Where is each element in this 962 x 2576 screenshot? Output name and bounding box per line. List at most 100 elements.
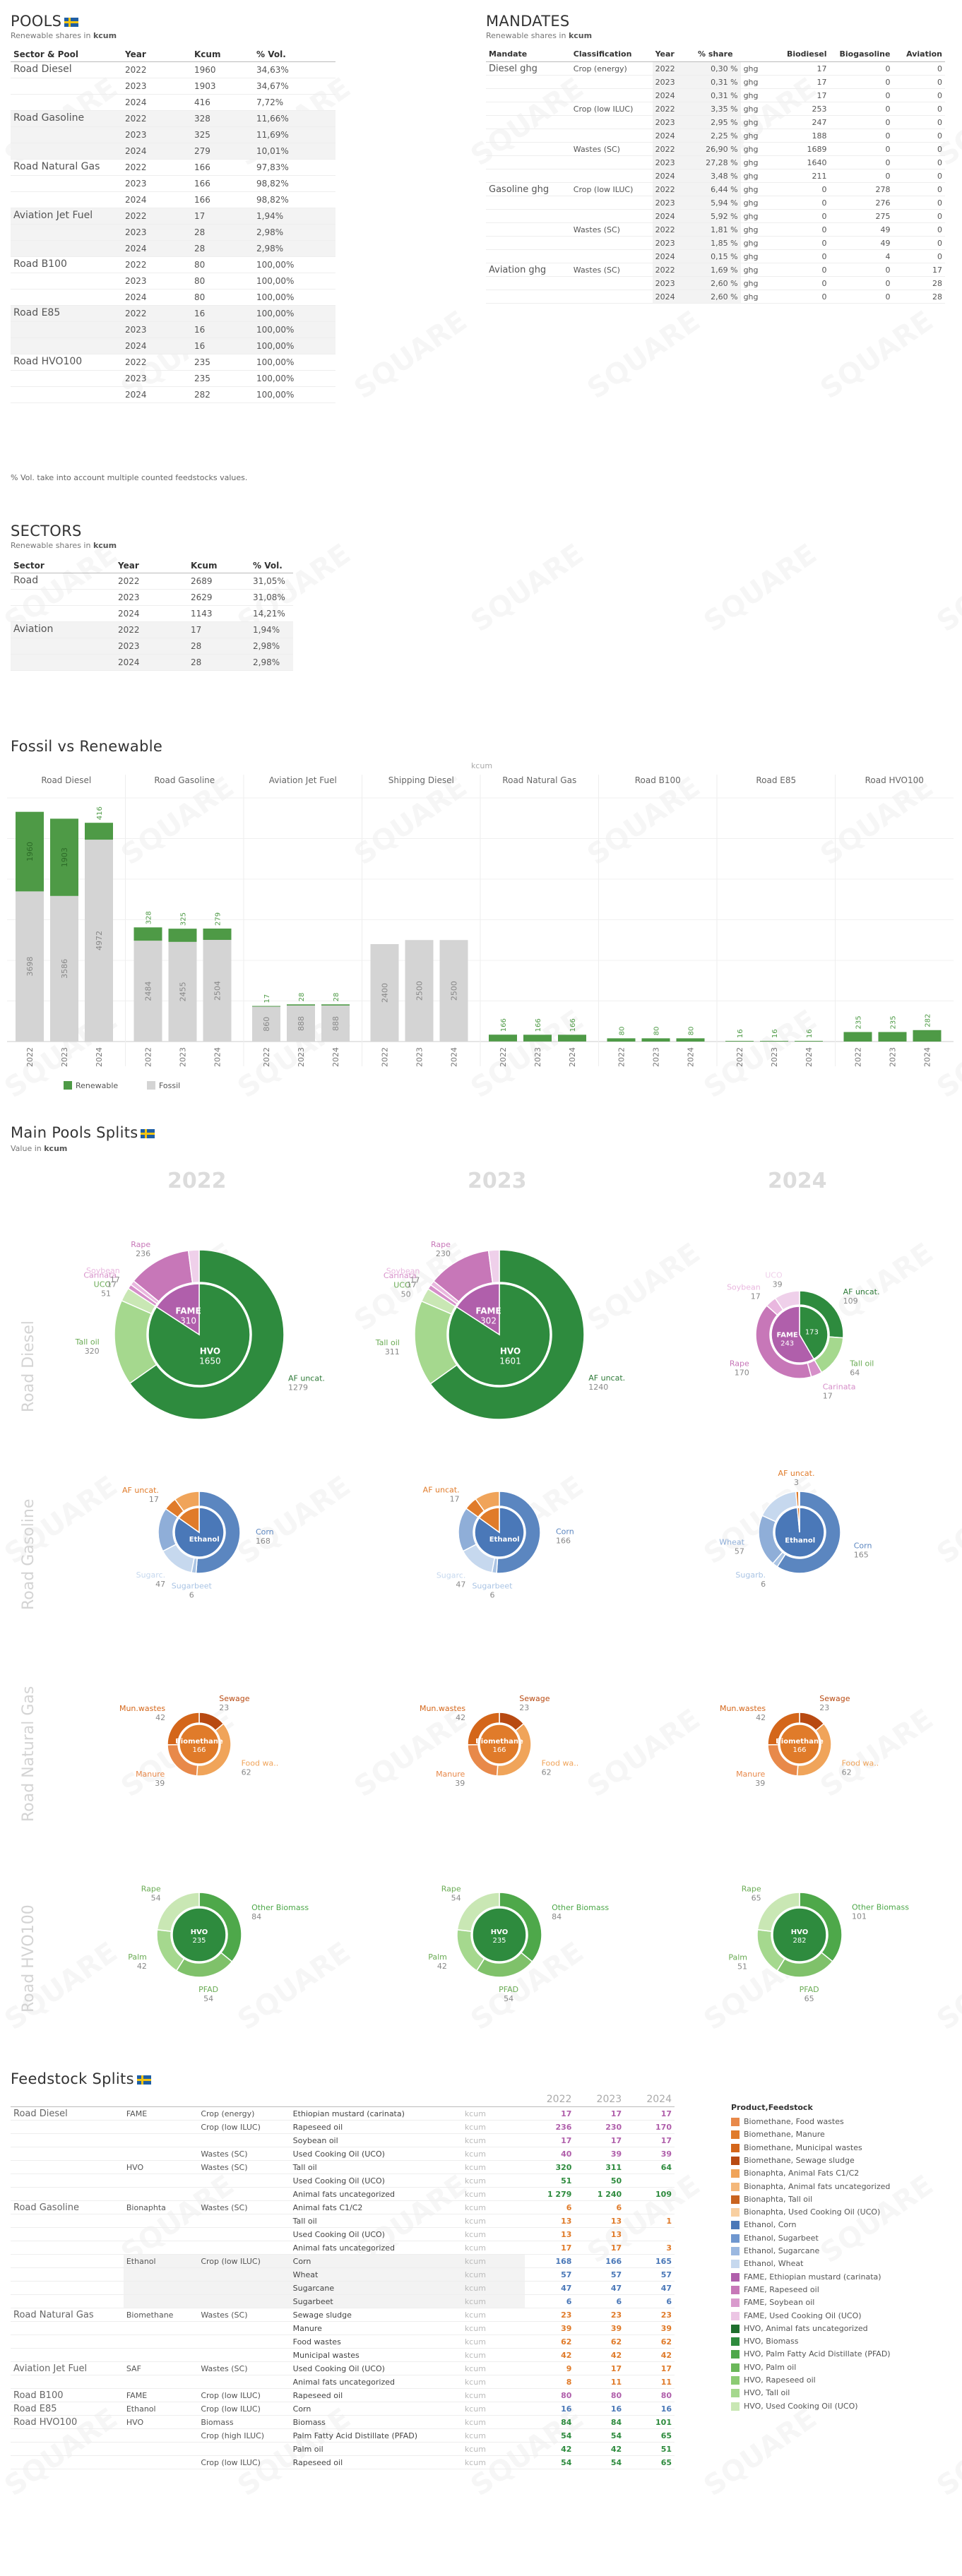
donut-inner-label: Ethanol [489,1536,520,1544]
legend-swatch [731,2324,740,2333]
donut-outer-label: Tall oil [75,1337,100,1347]
sectors-year-cell: 2022 [115,621,188,638]
mandates-cell: 1,81 % [695,222,741,237]
feedstock-cell: 11 [624,2375,675,2389]
donut-inner-slice [179,1724,220,1765]
donut-outer-label: Sugarc. [437,1570,466,1580]
mandates-cell: ghg [740,209,772,223]
pools-year-cell: 2023 [122,126,191,143]
bar-renewable [843,1032,872,1042]
sectors-year-cell: 2023 [115,589,188,606]
donut-outer-label: PFAD [800,1985,819,1994]
mandates-cell [486,236,571,250]
mandates-cell: 0 [893,155,945,169]
donut-outer-value: 54 [451,1894,461,1903]
feedstock-cell: 311 [574,2160,625,2174]
feedstock-cell: Road HVO100 [11,2415,124,2429]
feedstock-header-cell [123,2092,198,2107]
mandates-cell: 26,90 % [695,142,741,156]
feedstock-cell: Sugarbeet [290,2294,462,2308]
mandates-cell [570,155,653,169]
bar-label-fossil: 3698 [25,957,35,977]
x-tick-year: 2022 [262,1047,271,1067]
pools-kcum-cell: 16 [191,321,254,338]
mandates-cell [570,115,653,129]
bar-fossil [252,1006,280,1042]
bar-label-renewable: 235 [890,1015,898,1029]
mandates-cell: 1640 [771,155,830,169]
legend-label: HVO, Tall oil [744,2388,790,2398]
mandates-cell: 28 [893,276,945,290]
donut-outer-value: 51 [737,1962,747,1971]
feedstock-cell: 39 [624,2321,675,2335]
feedstock-cell [123,2455,198,2469]
legend-label: Ethanol, Corn [744,2220,797,2230]
mandates-cell: Crop (low ILUC) [570,102,653,116]
feedstock-legend-item: Ethanol, Wheat [731,2259,803,2269]
feedstock-cell: 236 [524,2120,575,2134]
mandates-cell: 28 [893,290,945,304]
donut-outer-value: 50 [401,1289,411,1299]
donut-outer-label: Manure [736,1770,765,1779]
feedstock-cell: kcum [461,2174,525,2188]
feedstock-cell: kcum [461,2308,525,2322]
feedstock-cell: kcum [461,2402,525,2416]
pools-pool-cell [11,273,122,290]
feedstock-cell [11,2281,124,2295]
feedstock-cell: 320 [524,2160,575,2174]
pools-year-cell: 2024 [122,289,191,306]
feedstock-cell: kcum [461,2428,525,2443]
pools-pool-cell [11,143,122,160]
mandates-cell: 49 [829,236,893,250]
pools-year-cell: 2022 [122,61,191,78]
mandates-cell [486,222,571,237]
watermark-text: SQUARE [348,305,473,406]
donut-outer-label: Sewage [219,1694,249,1703]
sectors-kcum-cell: 28 [188,638,250,655]
donut-outer-value: 47 [456,1580,465,1589]
mandates-cell: ghg [740,88,772,102]
mandates-cell: Wastes (SC) [570,263,653,277]
pools-year-cell: 2024 [122,338,191,354]
pools-kcum-cell: 282 [191,386,254,403]
watermark-text: SQUARE [465,538,589,639]
legend-label: HVO, Used Cooking Oil (UCO) [744,2401,858,2411]
mandates-header-cell: % share [695,47,741,62]
feedstock-row: HVO Wastes (SC) Tall oil kcum 320 311 64 [11,2160,675,2174]
donut-outer-value: 39 [755,1779,765,1788]
mandates-cell: 2023 [652,155,696,169]
pools-row: Road E85 2022 16 100,00% [11,305,335,322]
mandates-cell [486,169,571,183]
mandates-cell: ghg [740,61,772,76]
feedstock-cell: kcum [461,2187,525,2201]
mandates-cell: Aviation ghg [486,263,571,277]
feedstock-cell: Crop (high ILUC) [198,2428,290,2443]
feedstock-row: Aviation Jet Fuel SAF Wastes (SC) Used Cook… [11,2361,675,2375]
x-tick-year: 2023 [415,1047,424,1067]
donut-outer-slice [156,1892,200,1933]
donut-outer-label: Rape [141,1885,161,1894]
bar-renewable [85,823,113,840]
feedstock-cell: 57 [574,2267,625,2282]
bar-label-renewable: 80 [688,1027,696,1036]
feedstock-cell [123,2294,198,2308]
donut-outer-label: AF uncat. [122,1486,159,1495]
feedstock-cell: FAME [123,2106,198,2121]
feedstock-cell: 47 [574,2281,625,2295]
legend-swatch [731,2208,740,2217]
donut-outer-value: 57 [735,1546,744,1556]
legend-renewable-label: Renewable [76,1081,118,1090]
donut-inner-label: Biomethane [475,1738,523,1746]
mandates-cell: ghg [740,276,772,290]
legend-label: HVO, Animal fats uncategorized [744,2323,868,2333]
donut-outer-label: Food wa.. [542,1759,579,1768]
splits-year-header: 2024 [768,1169,827,1193]
bar-renewable [203,928,232,941]
feedstock-cell: 54 [574,2455,625,2469]
feedstock-cell [11,2294,124,2308]
feedstock-cell: 6 [524,2200,575,2214]
feedstock-cell: kcum [461,2133,525,2147]
x-tick-year: 2024 [923,1047,932,1067]
